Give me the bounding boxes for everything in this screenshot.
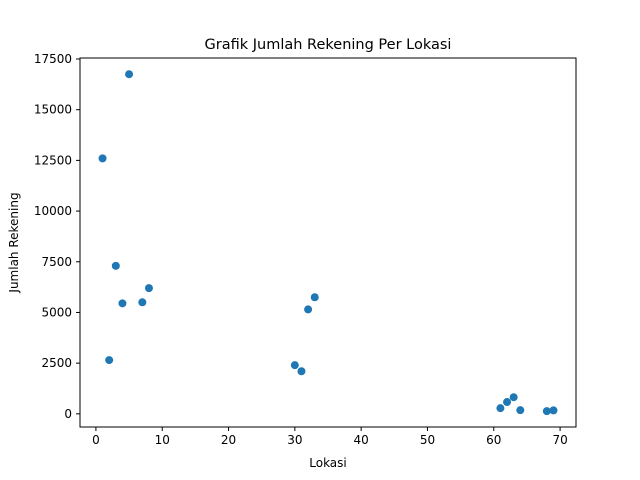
data-point: [310, 293, 319, 302]
data-point: [297, 367, 306, 376]
x-axis: 0 10 20 30 40 50 60 70: [92, 427, 568, 447]
data-point: [125, 70, 134, 79]
x-tick-label: 30: [287, 433, 302, 447]
x-axis-title: Lokasi: [309, 456, 347, 470]
x-tick-label: 10: [155, 433, 170, 447]
y-tick-label: 10000: [34, 204, 72, 218]
y-tick-label: 0: [64, 407, 72, 421]
x-tick-label: 60: [486, 433, 501, 447]
y-tick-label: 17500: [34, 52, 72, 66]
chart-title: Grafik Jumlah Rekening Per Lokasi: [205, 37, 452, 53]
y-tick-label: 7500: [41, 255, 72, 269]
data-point: [542, 407, 551, 416]
data-point: [549, 406, 558, 415]
x-tick-label: 40: [354, 433, 369, 447]
data-points: [98, 70, 558, 416]
data-point: [105, 356, 114, 365]
data-point: [98, 154, 107, 163]
data-point: [111, 261, 120, 270]
y-tick-label: 5000: [41, 305, 72, 319]
data-point: [496, 404, 505, 413]
x-tick-label: 20: [221, 433, 236, 447]
data-point: [509, 393, 518, 402]
data-point: [144, 284, 153, 293]
y-tick-label: 12500: [34, 153, 72, 167]
data-point: [516, 406, 525, 415]
data-point: [290, 361, 299, 370]
plot-frame: [79, 57, 577, 428]
y-axis: 0 2500 5000 7500 10000 12500 15000 17500: [34, 52, 80, 421]
x-tick-label: 70: [552, 433, 567, 447]
y-tick-label: 2500: [41, 356, 72, 370]
y-tick-label: 15000: [34, 103, 72, 117]
data-point: [118, 299, 127, 308]
x-tick-label: 50: [420, 433, 435, 447]
y-axis-title: Jumlah Rekening: [7, 192, 21, 293]
x-tick-label: 0: [92, 433, 100, 447]
data-point: [503, 398, 512, 407]
data-point: [138, 298, 147, 307]
data-point: [304, 305, 313, 314]
